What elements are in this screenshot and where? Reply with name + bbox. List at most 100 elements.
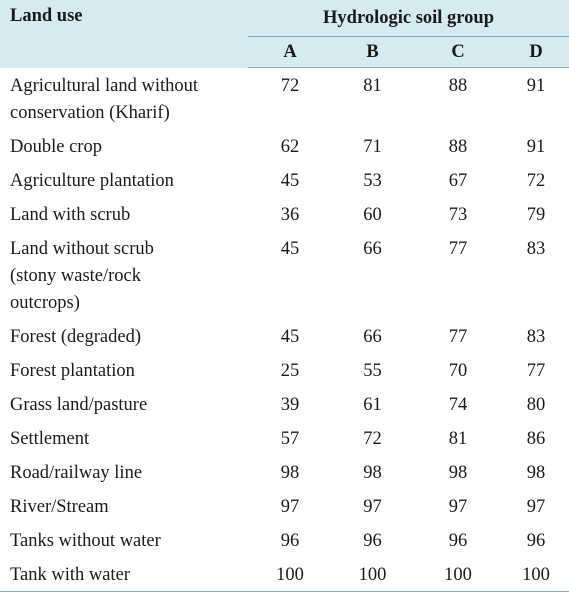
land-use-text-line: Agriculture plantation (10, 170, 174, 191)
curve-number-cell-c: 100 (413, 556, 503, 592)
curve-number-cell-c: 67 (448, 170, 468, 191)
curve-number-cell-d: 77 (526, 360, 546, 381)
curve-number-cell-d: 96 (526, 530, 546, 551)
curve-number-cell-d: 86 (526, 428, 546, 449)
curve-number-cell-d: 100 (503, 556, 569, 592)
curve-number-cell-d: 91 (526, 76, 546, 96)
table-row: Grass land/pasture 39 61 74 80 (0, 386, 569, 421)
table-row: Tanks without water 96 96 96 96 (0, 522, 569, 557)
table-row: Settlement 57 72 81 86 (0, 420, 569, 455)
land-use-cell: Agriculture plantation (0, 163, 248, 197)
curve-number-cell-b: 71 (363, 136, 382, 157)
curve-number-cell-a: 100 (248, 556, 332, 592)
land-use-cell: Settlement (0, 421, 248, 455)
curve-number-cell-c: 77 (448, 238, 468, 259)
land-use-text-line: conservation (Kharif) (10, 102, 170, 123)
land-use-cell: Forest (degraded) (0, 319, 248, 353)
land-use-cell: Forest plantation (0, 353, 248, 387)
land-use-text-line: Land without scrub (10, 238, 154, 259)
table-row: Forest (degraded) 45 66 77 83 (0, 318, 569, 353)
curve-number-cell-d: 80 (526, 394, 546, 415)
land-use-text-line: (stony waste/rock (10, 265, 142, 286)
header-row-top: Land use Hydrologic soil group (0, 0, 569, 37)
curve-number-cell-a: 72 (280, 76, 300, 96)
group-b-header: B (332, 36, 413, 68)
curve-number-cell-a: 39 (280, 394, 300, 415)
curve-number-cell-c: 77 (448, 326, 468, 347)
curve-number-cell-c: 81 (448, 428, 468, 449)
land-use-text-line: Land with scrub (10, 204, 131, 225)
land-use-text-line: River/Stream (10, 496, 109, 517)
curve-number-cell-b: 98 (363, 462, 382, 483)
table-row: Agriculture plantation 45 53 67 72 (0, 162, 569, 197)
land-use-text-line: Double crop (10, 136, 102, 157)
land-use-cell: Double crop (0, 129, 248, 163)
curve-number-cell-d: 83 (526, 326, 546, 347)
curve-number-cell-a: 98 (280, 462, 300, 483)
curve-number-cell-c: 96 (448, 530, 468, 551)
table-header: Land use Hydrologic soil group A B C D (0, 0, 569, 68)
land-use-cell: Land with scrub (0, 197, 248, 231)
group-c-header: C (413, 36, 503, 68)
curve-number-cell-b: 61 (363, 394, 382, 415)
table-row: Land with scrub 36 60 73 79 (0, 196, 569, 231)
curve-number-cell-a: 96 (280, 530, 300, 551)
curve-number-cell-b: 96 (363, 530, 382, 551)
curve-number-cell-b: 72 (363, 428, 382, 449)
curve-number-cell-b: 97 (363, 496, 382, 517)
curve-number-cell-c: 74 (448, 394, 468, 415)
group-d-header: D (503, 36, 569, 68)
table-row: Agricultural land without conservation (K… (0, 67, 569, 129)
land-use-text-line: Agricultural land without (10, 75, 199, 96)
curve-number-cell-b: 60 (363, 204, 382, 225)
land-use-header: Land use (10, 6, 83, 26)
curve-number-cell-c: 88 (448, 136, 468, 157)
curve-number-cell-d: 79 (526, 204, 546, 225)
land-use-text-line: Tanks without water (10, 530, 161, 551)
curve-number-cell-c: 97 (448, 496, 468, 517)
curve-number-cell-a: 45 (280, 238, 300, 259)
land-use-text-line: Road/railway line (10, 462, 143, 483)
curve-number-cell-d: 72 (526, 170, 546, 191)
curve-number-cell-d: 83 (526, 238, 546, 259)
land-use-text-line: outcrops) (10, 292, 80, 313)
hydrologic-soil-group-header: Hydrologic soil group (248, 0, 569, 37)
curve-number-cell-c: 70 (448, 360, 468, 381)
table-body: Agricultural land without conservation (K… (0, 67, 569, 592)
curve-number-cell-c: 88 (448, 76, 468, 96)
table-row: Land without scrub (stony waste/rock outcr… (0, 230, 569, 319)
land-use-cell: Grass land/pasture (0, 387, 248, 421)
curve-number-cell-a: 57 (280, 428, 300, 449)
land-use-text-line: Settlement (10, 428, 90, 449)
land-use-cell: Tanks without water (0, 523, 248, 557)
curve-number-cell-b: 55 (363, 360, 382, 381)
group-a-header: A (248, 36, 332, 68)
curve-number-cell-d: 98 (526, 462, 546, 483)
curve-number-cell-a: 25 (280, 360, 300, 381)
table-row: Road/railway line 98 98 98 98 (0, 454, 569, 489)
land-use-text-line: Forest plantation (10, 360, 135, 381)
table-row: Forest plantation 25 55 70 77 (0, 352, 569, 387)
curve-number-cell-d: 91 (526, 136, 546, 157)
curve-number-cell-c: 98 (448, 462, 468, 483)
header-row-groups: A B C D (0, 36, 569, 68)
land-use-text-line: Grass land/pasture (10, 394, 148, 415)
curve-number-cell-b: 81 (363, 76, 382, 96)
land-use-text-line: Tank with water (10, 564, 130, 585)
curve-number-cell-b: 53 (363, 170, 382, 191)
land-use-text-line: Forest (degraded) (10, 326, 141, 347)
curve-number-cell-b: 66 (363, 326, 382, 347)
land-use-cell: Road/railway line (0, 455, 248, 489)
curve-number-cell-c: 73 (448, 204, 468, 225)
land-use-cell: Tank with water (0, 556, 248, 592)
land-use-cell: Land without scrub (stony waste/rock outcr… (0, 231, 248, 319)
land-use-cell: River/Stream (0, 489, 248, 523)
curve-number-cell-d: 97 (526, 496, 546, 517)
table-row: Double crop 62 71 88 91 (0, 128, 569, 163)
curve-number-cell-b: 100 (332, 556, 413, 592)
table-row: Tank with water 100 100 100 100 (0, 556, 569, 592)
curve-number-cell-a: 45 (280, 170, 300, 191)
land-use-cell: Agricultural land without conservation (K… (0, 68, 248, 129)
